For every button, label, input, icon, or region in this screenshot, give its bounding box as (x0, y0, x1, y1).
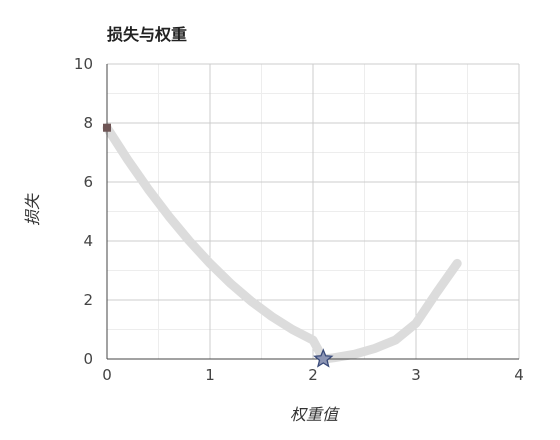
x-tick-label: 0 (102, 366, 112, 384)
start-point-marker (103, 123, 111, 132)
loss-curve-line (102, 123, 462, 364)
x-tick-label: 1 (205, 366, 215, 384)
x-tick-label: 3 (411, 366, 421, 384)
ticks-layer: 0 1 2 3 4 0 2 4 6 8 10 (74, 55, 524, 384)
chart-title: 损失与权重 (107, 25, 187, 44)
grid-layer (107, 63, 520, 359)
y-tick-label: 2 (83, 291, 93, 309)
y-tick-label: 6 (83, 173, 93, 191)
axes-layer (106, 64, 519, 360)
y-tick-label: 10 (74, 55, 93, 73)
markers-layer (103, 123, 334, 368)
curve-layer (102, 123, 462, 364)
x-tick-label: 2 (308, 366, 318, 384)
x-axis-label: 权重值 (290, 405, 340, 424)
minimum-star-marker (313, 348, 334, 368)
x-tick-label: 4 (514, 366, 524, 384)
y-axis-label: 损失 (23, 193, 42, 226)
y-tick-label: 8 (83, 114, 93, 132)
y-tick-label: 4 (83, 232, 93, 250)
y-tick-label: 0 (83, 350, 93, 368)
